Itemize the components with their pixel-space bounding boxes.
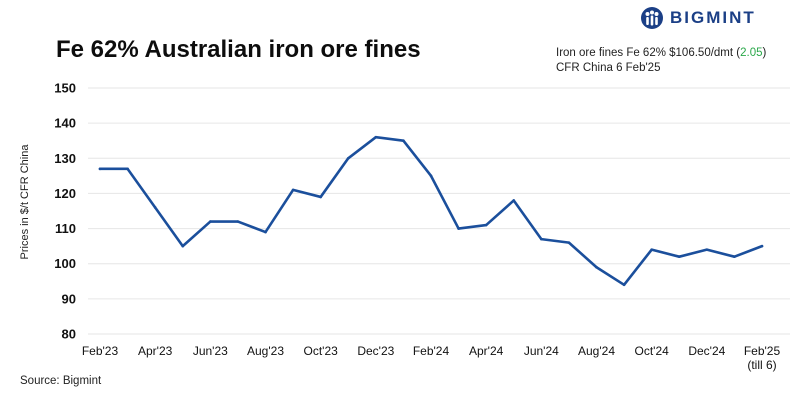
x-tick-label: Jun'23 [193,344,228,358]
x-tick-label: Aug'23 [247,344,284,358]
data-point [705,248,709,251]
price-annotation-line1: Iron ore fines Fe 62% $106.50/dmt (2.05) [556,46,766,61]
x-axis-ticks: Feb'23 Apr'23 Jun'23 Aug'23 Oct'23 Dec'23 Feb'… [82,344,781,372]
data-point [153,206,157,209]
x-tick-sublabel: (till 6) [747,358,776,372]
price-annotation-line2: CFR China 6 Feb'25 [556,62,661,74]
x-tick-label: Aug'24 [578,344,615,358]
bigmint-logo: BIGMINT [640,5,790,31]
data-point [733,255,736,258]
y-tick-label: 90 [62,291,76,306]
data-point [540,237,543,241]
price-change-value: 2.05 [740,47,763,59]
x-tick-label: Apr'23 [138,344,173,358]
price-annotation: Iron ore fines Fe 62% $106.50/dmt (2.05)… [556,46,766,76]
data-point [264,230,267,234]
data-point [181,244,185,248]
data-point [567,241,571,244]
x-tick-label: Jun'24 [524,344,559,358]
data-points [98,135,764,287]
y-tick-label: 140 [54,116,76,131]
data-point [457,227,460,230]
x-tick-label: Dec'24 [688,344,725,358]
data-point [650,248,653,251]
chart-title: Fe 62% Australian iron ore fines [56,36,421,63]
price-annotation-suffix: ) [762,47,767,59]
brand-name: BIGMINT [670,8,756,27]
y-axis-ticks: 80 90 100 110 120 130 140 150 [54,81,76,342]
series-line [98,135,764,287]
data-point [512,199,516,202]
source-note: Source: Bigmint [20,375,102,387]
y-tick-label: 100 [54,256,76,271]
data-point [98,167,102,171]
bigmint-logo-icon [641,7,663,29]
data-point [402,139,405,143]
data-point [429,174,433,178]
data-point [291,188,295,192]
x-tick-label: Feb'23 [82,344,119,358]
y-tick-label: 120 [54,186,76,201]
x-tick-label: Feb'25 [744,344,781,358]
data-point [346,156,350,160]
x-tick-label: Dec'23 [357,344,394,358]
data-point [374,135,378,139]
data-point [677,255,681,258]
price-annotation-prefix: Iron ore fines Fe 62% $106.50/dmt ( [556,47,741,59]
data-point [595,265,598,269]
y-tick-label: 110 [55,221,76,236]
data-point [126,167,129,171]
gridlines [88,87,790,335]
data-point [319,195,322,199]
y-tick-label: 80 [62,327,76,342]
x-tick-label: Oct'23 [304,344,339,358]
x-tick-label: Apr'24 [469,344,504,358]
y-tick-label: 130 [54,151,76,166]
x-tick-label: Oct'24 [635,344,670,358]
y-tick-label: 150 [54,81,76,96]
data-point [760,244,764,248]
y-axis-label: Prices in $/t CFR China [19,144,31,260]
x-tick-label: Feb'24 [413,344,450,358]
data-point [484,223,488,227]
data-point [209,220,212,223]
data-point [622,283,626,287]
data-point [236,220,240,223]
